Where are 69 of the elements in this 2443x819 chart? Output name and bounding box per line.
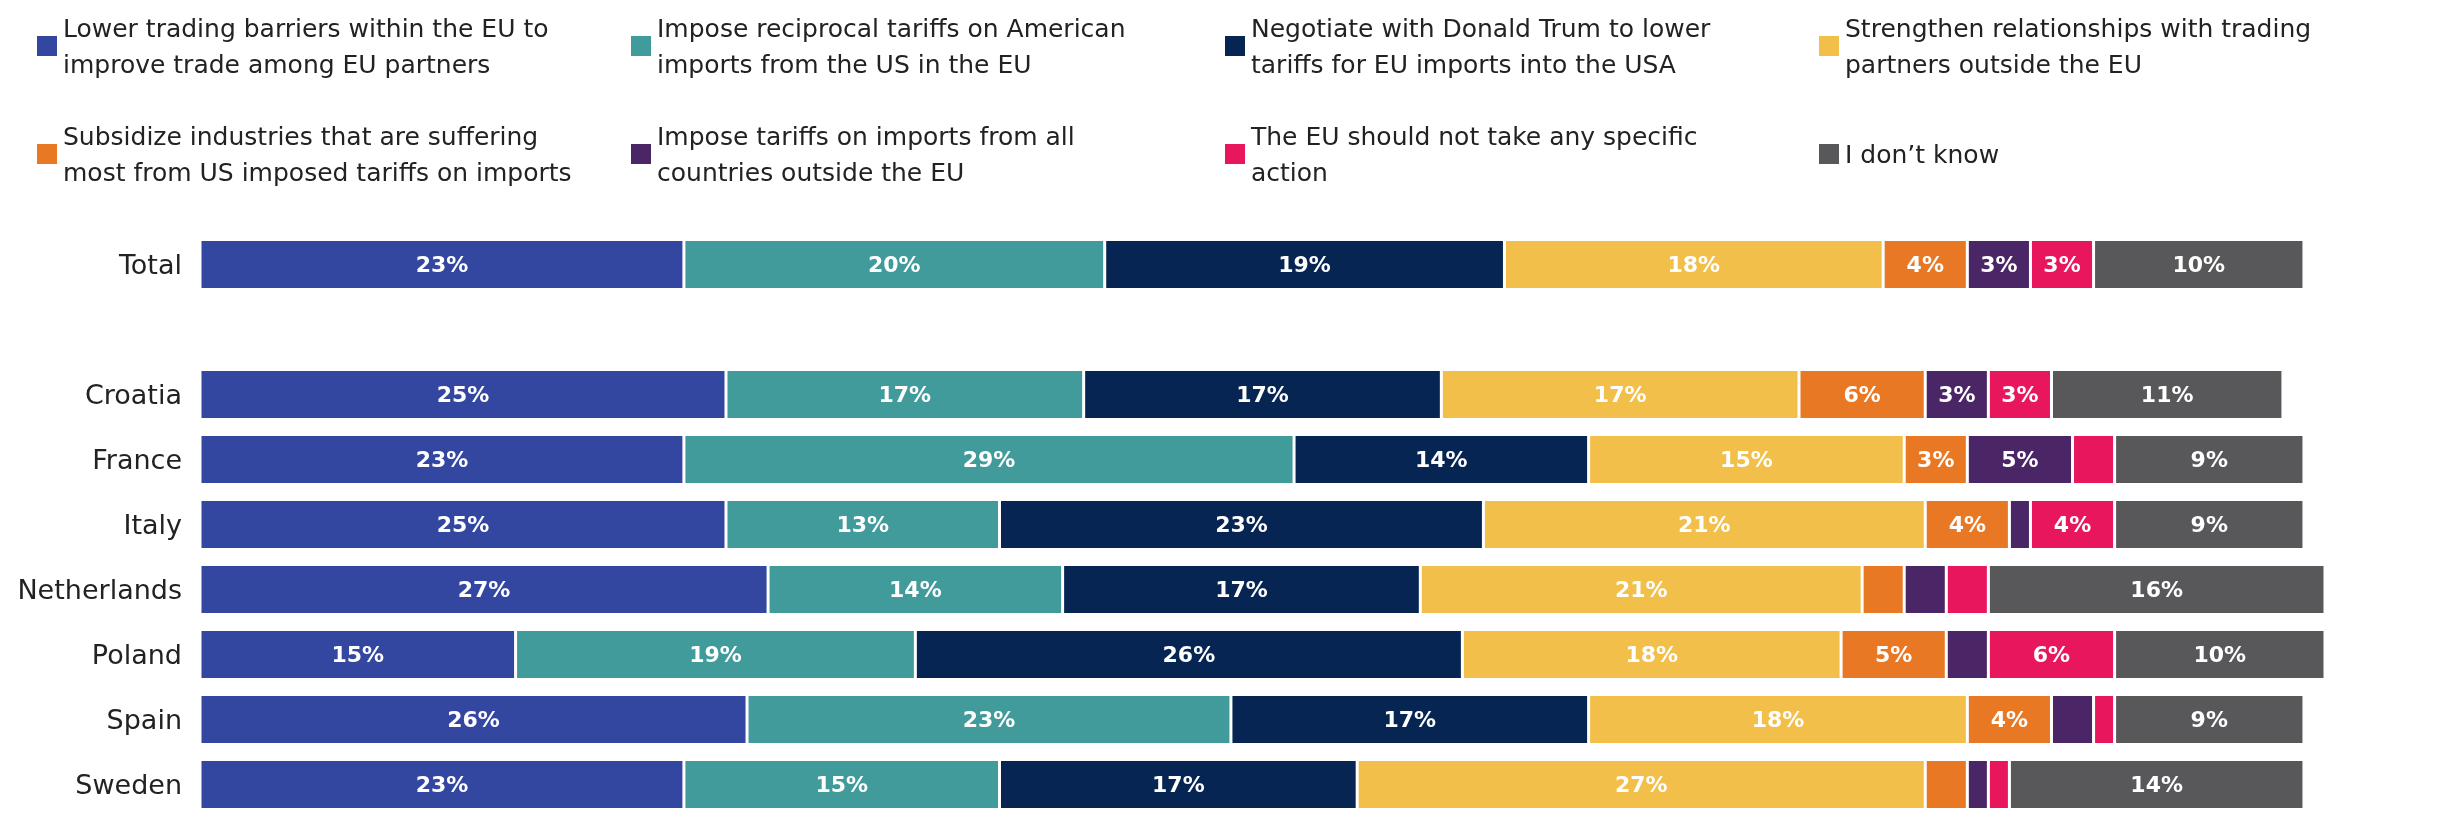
data-label: 6% xyxy=(2032,642,2071,667)
data-label: 23% xyxy=(415,252,469,277)
data-label: 23% xyxy=(962,707,1016,732)
data-label: 17% xyxy=(1215,577,1268,602)
data-label: 23% xyxy=(415,447,469,472)
legend-label: I don’t know xyxy=(1845,139,2000,169)
data-label: 17% xyxy=(878,382,932,407)
data-label: 5% xyxy=(1875,642,1913,667)
y-tick-label: Total xyxy=(117,249,182,280)
data-label: 17% xyxy=(1152,772,1205,797)
data-label: 14% xyxy=(2130,772,2184,797)
data-label: 18% xyxy=(1751,707,1805,732)
data-label: 27% xyxy=(457,577,511,602)
data-label: 14% xyxy=(889,577,942,602)
data-label: 4% xyxy=(1948,512,1987,537)
legend-label: The EU should not take any specific action xyxy=(1250,121,1706,187)
data-label: 19% xyxy=(1278,252,1331,277)
data-label: 25% xyxy=(436,382,490,407)
data-label: 29% xyxy=(962,447,1016,472)
data-label: 15% xyxy=(331,642,385,667)
data-label: 26% xyxy=(1162,642,1216,667)
data-label: 3% xyxy=(1917,447,1955,472)
data-label: 3% xyxy=(2001,382,2039,407)
y-tick-label: Spain xyxy=(106,704,182,735)
data-label: 18% xyxy=(1667,252,1721,277)
y-tick-label: France xyxy=(92,444,182,475)
data-label: 10% xyxy=(2172,252,2226,277)
data-label: 15% xyxy=(815,772,869,797)
data-label: 25% xyxy=(436,512,490,537)
data-label: 4% xyxy=(2053,512,2092,537)
data-label: 14% xyxy=(1415,447,1468,472)
y-tick-label: Sweden xyxy=(75,769,182,800)
data-label: 9% xyxy=(2190,707,2228,732)
data-label: 20% xyxy=(867,252,921,277)
data-label: 27% xyxy=(1614,772,1668,797)
y-tick-label: Italy xyxy=(123,509,183,540)
data-label: 18% xyxy=(1625,642,1679,667)
y-tick-label: Netherlands xyxy=(17,574,182,605)
data-label: 17% xyxy=(1593,382,1647,407)
legend-label: Lower trading barriers within the EU to improve trade among EU partners xyxy=(63,13,557,79)
data-label: 6% xyxy=(1843,382,1881,407)
y-tick-label: Poland xyxy=(91,639,182,670)
data-label: 5% xyxy=(2001,447,2039,472)
data-label: 3% xyxy=(1980,252,2018,277)
data-label: 10% xyxy=(2193,642,2247,667)
legend-label: Negotiate with Donald Trum to lower tariffs for EU imports into the USA xyxy=(1251,13,1719,79)
data-label: 16% xyxy=(2130,577,2184,602)
data-label: 3% xyxy=(2043,252,2081,277)
data-label: 21% xyxy=(1614,577,1668,602)
y-tick-label: Croatia xyxy=(84,379,182,410)
legend-label: Strengthen relationships with trading partners outside the EU xyxy=(1845,13,2320,79)
data-label: 4% xyxy=(1906,252,1944,277)
data-label: 9% xyxy=(2190,447,2228,472)
data-label: 9% xyxy=(2190,512,2228,537)
data-label: 26% xyxy=(447,707,500,732)
legend-label: Impose reciprocal tariffs on American imports from the US in the EU xyxy=(657,13,1134,79)
data-label: 17% xyxy=(1383,707,1437,732)
data-label: 3% xyxy=(1938,382,1976,407)
data-label: 23% xyxy=(1215,512,1268,537)
data-label: 15% xyxy=(1720,447,1773,472)
data-label: 11% xyxy=(2140,382,2194,407)
data-label: 19% xyxy=(689,642,742,667)
data-label: 21% xyxy=(1678,512,1731,537)
legend-label: Impose tariffs on imports from all countries outside the EU xyxy=(657,121,1083,187)
data-label: 13% xyxy=(836,512,890,537)
data-label: 17% xyxy=(1236,382,1289,407)
legend-label: Subsidize industries that are suffering most from US imposed tariffs on imports xyxy=(63,121,572,187)
data-label: 4% xyxy=(1990,707,2029,732)
data-label: 23% xyxy=(415,772,469,797)
